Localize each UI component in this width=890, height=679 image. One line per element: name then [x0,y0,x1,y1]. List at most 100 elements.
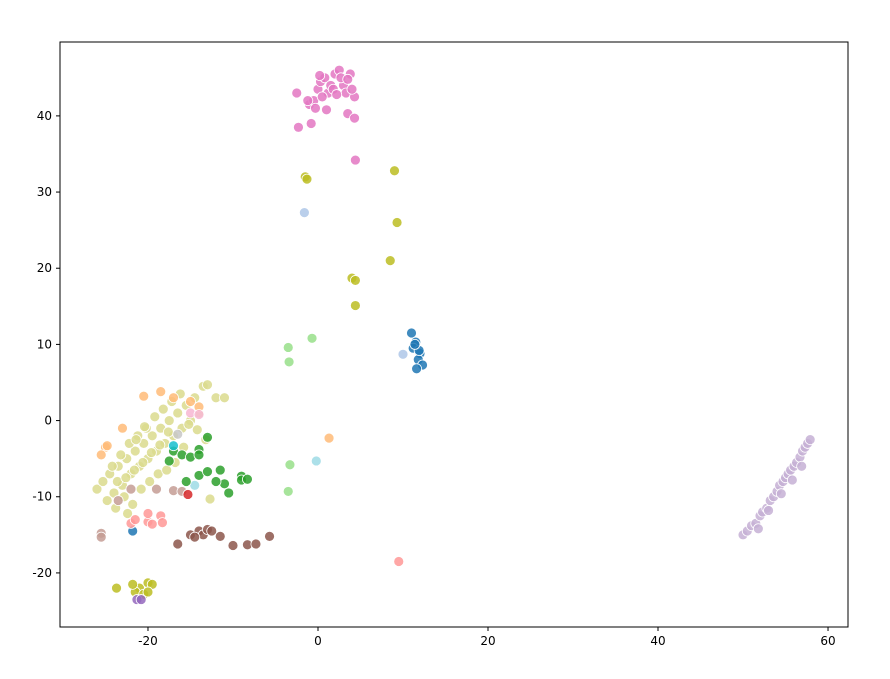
point [146,518,158,530]
point [349,112,360,124]
point [168,440,179,452]
point [763,505,774,516]
point [149,411,161,423]
point [129,445,141,457]
point [162,426,174,438]
point [409,339,421,350]
x-tick-label: -20 [138,634,158,648]
x-tick-label: 40 [650,634,665,648]
point [349,154,361,166]
point [214,464,226,476]
point [193,449,205,461]
x-tick-label: 0 [314,634,322,648]
point [301,173,313,185]
y-tick-label: 30 [37,185,52,199]
point [389,165,400,177]
point [151,483,162,495]
point [204,493,216,505]
point [310,455,322,467]
point [227,540,239,551]
point [154,439,166,451]
point [282,486,294,497]
point [155,386,167,398]
point [804,434,816,446]
point [293,121,304,133]
point [786,474,798,486]
point [391,217,403,228]
x-tick-label: 60 [820,634,835,648]
point [128,464,140,476]
point [142,586,154,598]
x-tick-label: 20 [480,634,495,648]
point [283,356,295,368]
point [752,523,764,535]
y-tick-label: 10 [37,337,52,351]
point [796,460,808,472]
point [342,73,354,85]
point [163,455,175,467]
point [206,525,218,537]
plot-frame [59,41,849,628]
point [127,578,139,590]
point [112,495,124,506]
point [282,342,294,353]
point [310,102,321,114]
y-tick-label: -20 [32,566,52,580]
point [250,538,262,550]
point [314,70,326,81]
point [406,327,417,339]
point [127,498,139,510]
point [172,407,184,419]
point [219,392,230,404]
point [115,449,127,461]
point [393,556,405,567]
point [163,415,175,426]
point [145,447,157,458]
point [144,476,156,487]
point [321,104,332,116]
point [291,87,303,99]
point [157,517,168,529]
point [106,460,118,472]
point [120,472,132,484]
point [95,531,107,543]
point [135,594,147,605]
point [323,432,335,444]
point [129,514,141,525]
point [346,83,358,95]
point [264,530,275,542]
point [775,488,787,500]
point [223,487,235,499]
point [122,508,133,519]
point [284,459,296,471]
y-tick-label: 20 [37,261,52,275]
point [202,466,213,478]
point [161,464,173,476]
point [305,118,317,129]
point [130,434,142,446]
point [111,582,122,594]
point [117,422,128,434]
point [189,531,201,543]
y-tick-label: 40 [37,109,52,123]
point [182,489,194,500]
point [125,483,137,495]
point [168,392,179,404]
point [302,95,314,107]
point [349,300,361,311]
point [172,538,184,550]
point [185,396,196,407]
point [91,483,103,495]
point [146,430,158,442]
point [242,473,253,485]
point [135,483,147,495]
point [349,275,361,286]
point [331,89,343,100]
point [101,495,113,506]
point [202,431,213,443]
point [202,379,213,391]
point [172,428,184,440]
